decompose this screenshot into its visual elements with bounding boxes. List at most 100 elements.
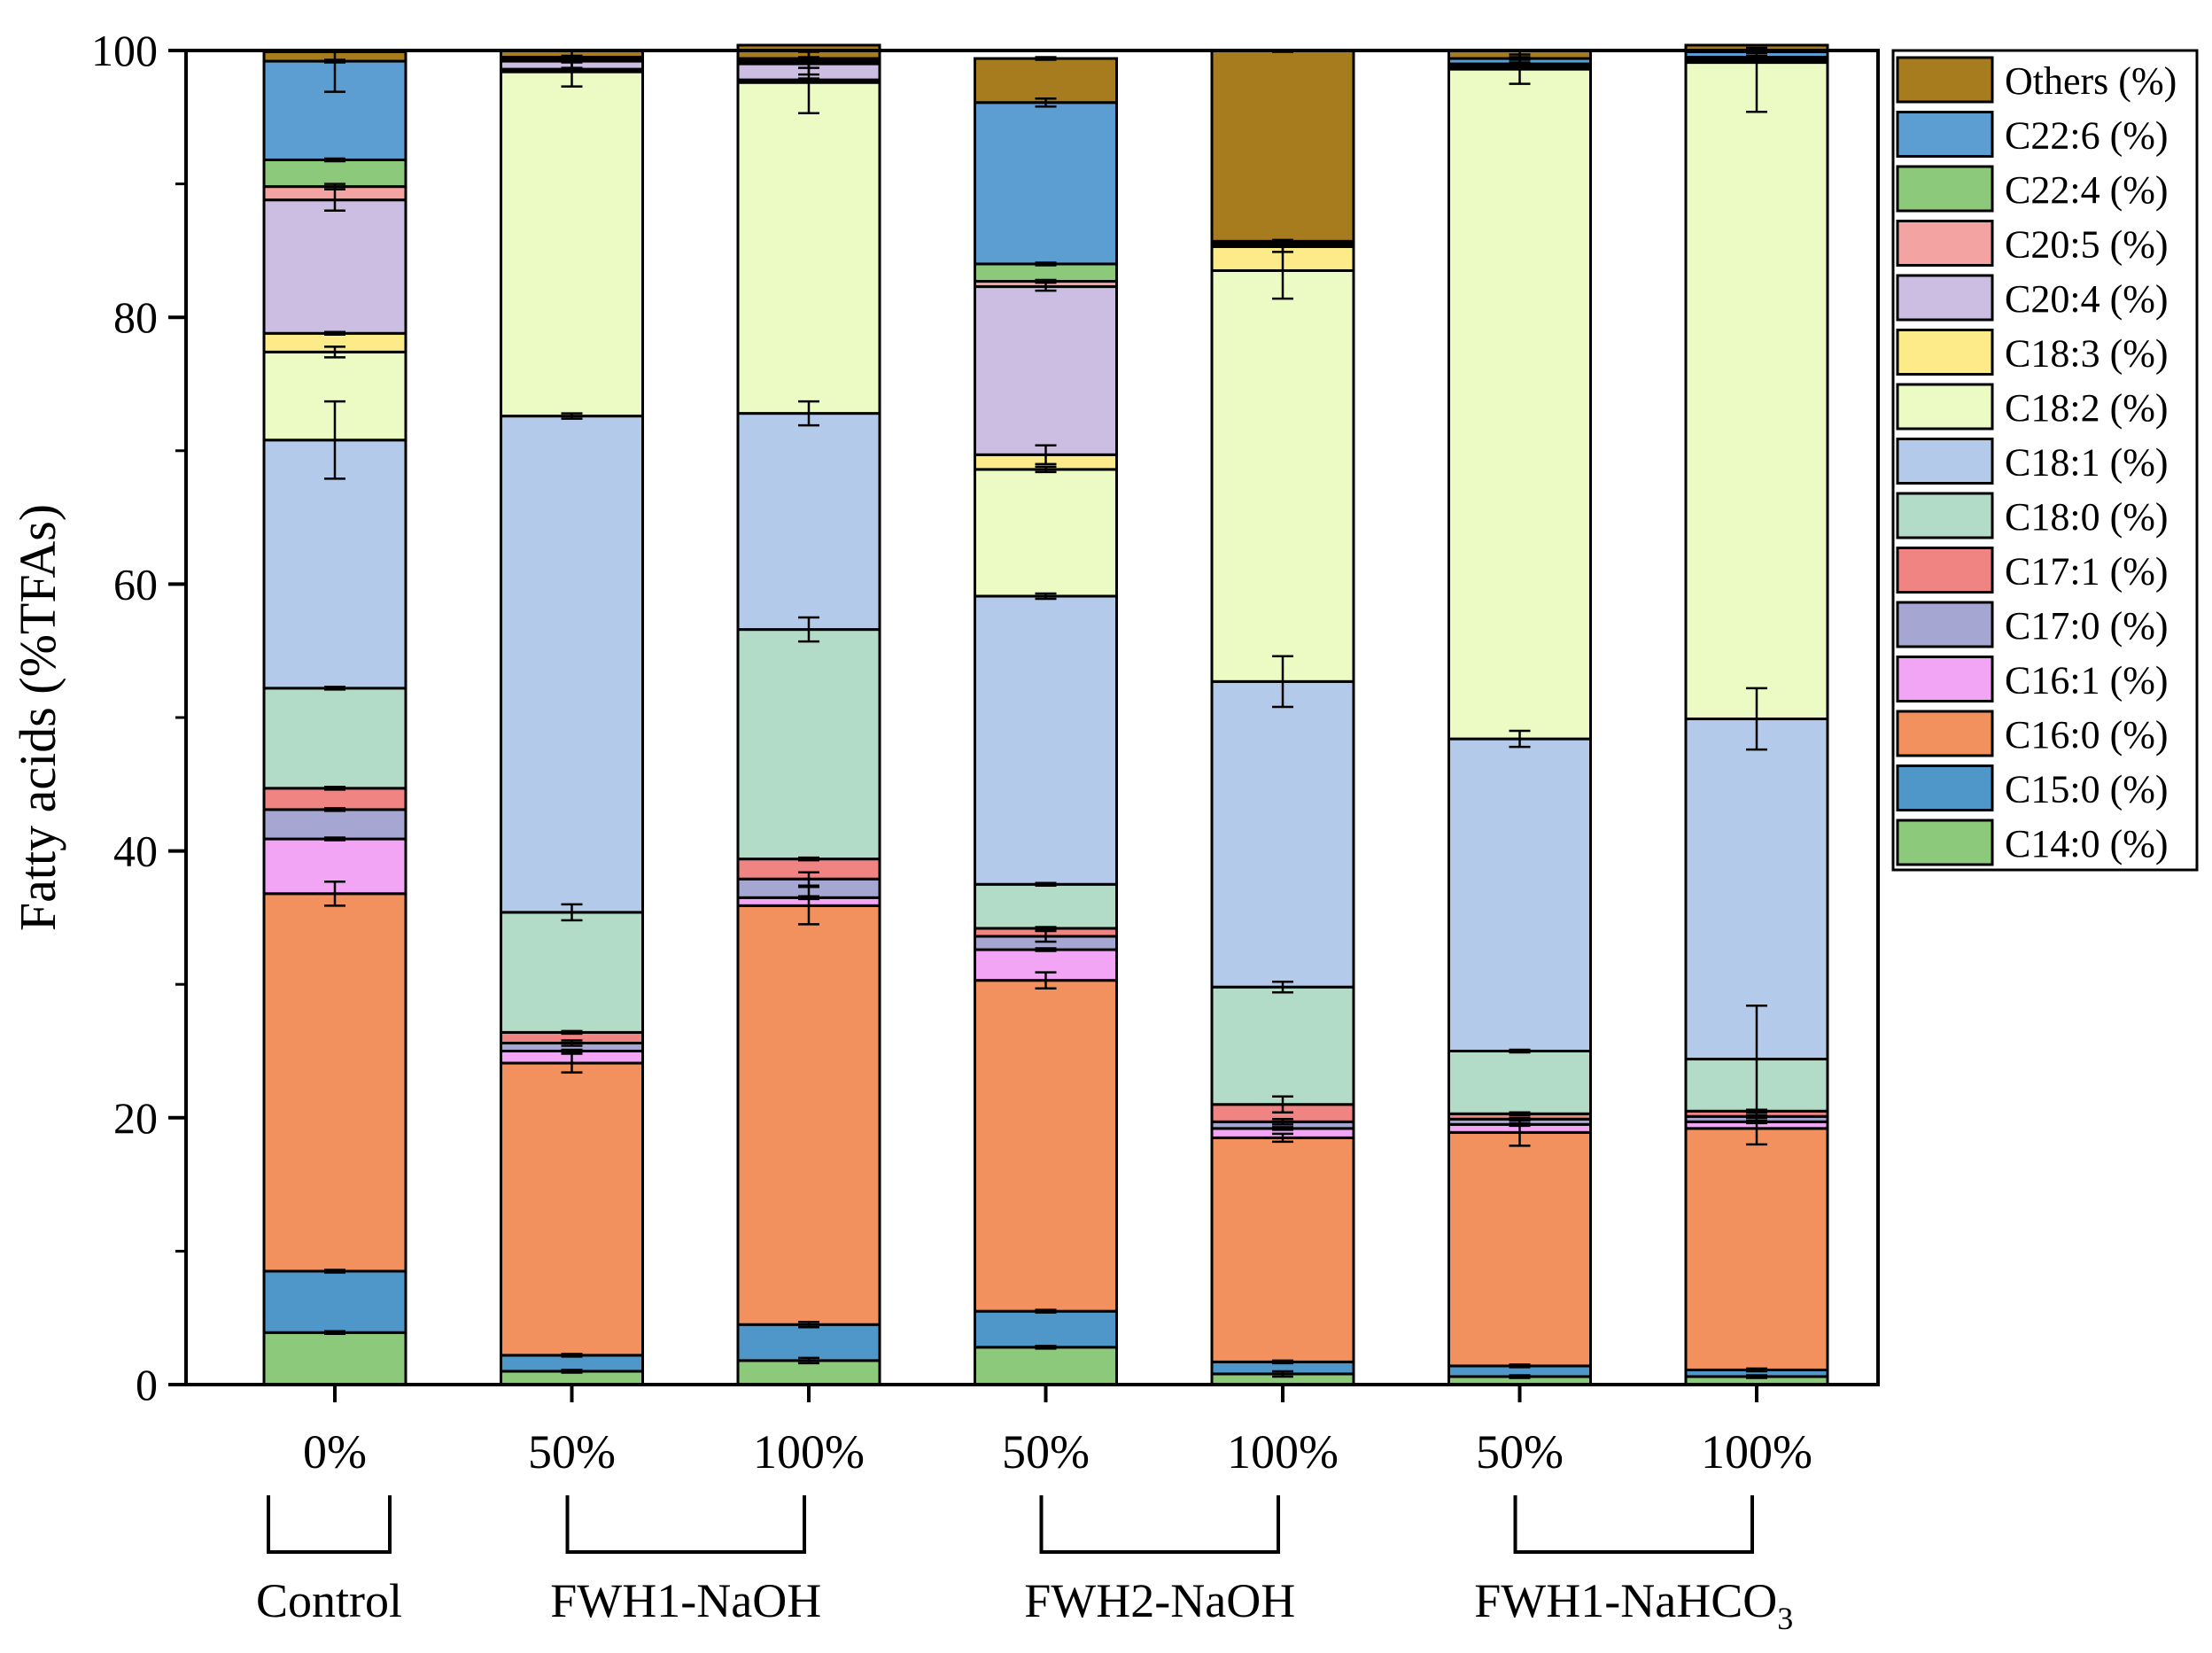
group-label-text: Control [256,1574,402,1627]
error-bar [1272,1370,1293,1378]
error-bar [1272,1126,1293,1131]
error-bar [1746,1367,1767,1373]
bar-segment [974,594,1118,886]
y-tick-label: 80 [113,292,158,342]
group-bracket-line [565,1495,806,1554]
error-bar [561,1052,583,1074]
error-bar [1746,1119,1767,1125]
error-bar [798,1320,819,1329]
x-tick-label: 0% [303,1425,367,1478]
bar-segment [262,158,407,189]
legend-swatch [1896,547,1994,594]
error-bar [798,1356,819,1365]
bar-segment [262,438,407,690]
x-tick-label: 50% [1476,1425,1564,1478]
error-bar [1035,1308,1057,1314]
legend-item: C18:3 (%) [1896,329,2169,376]
bar-segment [736,1323,881,1362]
bar-segment [974,262,1118,283]
group-bracket: Control [256,1495,402,1627]
bar-segment [974,101,1118,266]
error-bar [1035,926,1057,931]
y-tick-label: 40 [113,826,158,876]
error-bar [324,157,345,163]
bar-segment [736,628,881,861]
error-bar [324,686,345,691]
error-bar [1272,655,1293,709]
error-bar [561,1039,583,1047]
legend-label: C17:0 (%) [2005,604,2169,648]
group-label: FWH1-NaHCO3 [1474,1574,1793,1636]
group-label-text: FWH1-NaOH [550,1574,821,1627]
legend-label: C22:6 (%) [2005,114,2169,158]
bar-segment [974,57,1118,105]
legend-swatch [1896,819,1994,866]
group-label-text: FWH2-NaOH [1024,1574,1295,1627]
error-bar [1272,1118,1293,1126]
group-bracket: FWH2-NaOH [1024,1495,1295,1627]
error-bar [324,836,345,842]
error-bar [1272,1359,1293,1365]
error-bar [1035,97,1057,108]
error-bar [1272,980,1293,994]
error-bar [1035,278,1057,284]
legend-label: C22:4 (%) [2005,168,2169,212]
bar-segment [262,198,407,335]
error-bar [1272,1132,1293,1144]
y-tick-label: 60 [113,559,158,609]
bar-segment [262,1331,407,1386]
error-bar [1035,261,1057,267]
bar-segment [1210,49,1355,243]
error-bar [1035,1345,1057,1350]
bar-segment [1210,985,1355,1106]
legend-item: C18:2 (%) [1896,383,2169,431]
error-bar [1509,1116,1531,1122]
legend-item: C18:0 (%) [1896,492,2169,539]
bar-segment [1210,268,1355,683]
legend-swatch [1896,764,1994,811]
error-bar [1035,465,1057,474]
legend-item: Others (%) [1896,56,2177,104]
error-bar [324,345,345,359]
legend-item: C22:6 (%) [1896,111,2169,158]
error-bar [324,182,345,190]
error-bar [1035,881,1057,888]
x-tick-label: 100% [1701,1425,1812,1478]
legend-item: C18:1 (%) [1896,438,2169,485]
group-bracket-line [267,1495,392,1554]
bar-segment [736,412,881,632]
error-bar [1746,687,1767,751]
bar-segment [262,892,407,1273]
bar-segment [736,1359,881,1386]
error-bar [324,1330,345,1336]
y-tick-label: 0 [136,1360,158,1409]
legend-label: C18:1 (%) [2005,441,2169,485]
bar-segment [262,687,407,790]
legend-item: C16:0 (%) [1896,710,2169,757]
legend-label: C16:1 (%) [2005,659,2169,702]
groups-layer: Control FWH1-NaOH FWH2-NaOH FWH1-NaHCO3 [256,1495,1793,1636]
error-bar [324,880,345,907]
bar-segment [500,415,644,914]
error-bar [1035,947,1057,952]
group-label: Control [256,1574,402,1627]
legend-swatch [1896,165,1994,213]
error-bar [798,871,819,888]
group-bracket-line [1039,1495,1280,1554]
error-bar [1035,444,1057,466]
error-bar [1509,1048,1531,1054]
legend-swatch [1896,111,1994,158]
legend-label: C20:4 (%) [2005,277,2169,321]
legend-swatch [1896,601,1994,648]
legend-label: C15:0 (%) [2005,768,2169,811]
legend-item: C14:0 (%) [1896,819,2169,866]
error-bar [561,1029,583,1036]
legend-label: C16:0 (%) [2005,713,2169,757]
legend-swatch [1896,274,1994,322]
y-tick-label: 100 [91,26,158,75]
bar-segment [974,1346,1118,1386]
bar-segment [974,1309,1118,1349]
error-bar [798,895,819,901]
error-bar [1746,1374,1767,1379]
